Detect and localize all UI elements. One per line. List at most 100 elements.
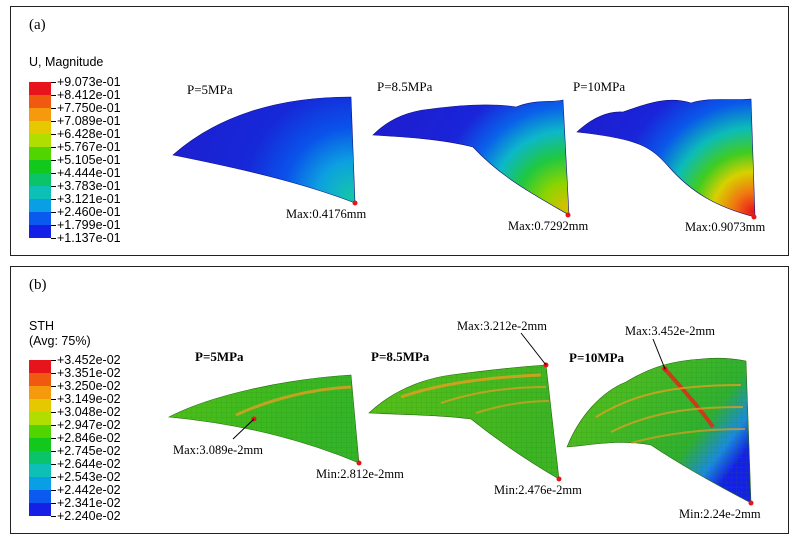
legend-value-label: +3.048e-02	[57, 405, 121, 419]
legend-color-swatch	[29, 186, 51, 199]
legend-value-label: +7.089e-01	[57, 114, 121, 128]
legend-color-swatch	[29, 121, 51, 134]
legend-color-swatch	[29, 199, 51, 212]
legend-color-swatch	[29, 134, 51, 147]
legend-tick	[51, 225, 56, 226]
legend-color-swatch	[29, 503, 51, 516]
legend-tick	[51, 516, 56, 517]
min-annotation: Min:2.24e-2mm	[679, 507, 761, 521]
legend-color-swatch	[29, 360, 51, 373]
legend-tick	[51, 451, 56, 452]
legend-tick	[51, 134, 56, 135]
legend-tick	[51, 373, 56, 374]
max-annotation: Max:0.4176mm	[286, 207, 367, 221]
legend-color-swatch	[29, 160, 51, 173]
pressure-label: P=5MPa	[187, 82, 233, 97]
legend-tick	[51, 386, 56, 387]
legend-color-swatch	[29, 373, 51, 386]
legend-tick	[51, 464, 56, 465]
legend-value-label: +2.846e-02	[57, 431, 121, 445]
legend-value-label: +5.767e-01	[57, 140, 121, 154]
panel-a-contour-plots	[172, 96, 757, 220]
min-point-marker	[748, 500, 754, 506]
legend-tick	[51, 199, 56, 200]
legend-color-swatch	[29, 490, 51, 503]
legend-color-swatch	[29, 147, 51, 160]
legend-value-label: +3.351e-02	[57, 366, 121, 380]
min-annotation: Min:2.476e-2mm	[494, 483, 582, 497]
pressure-label: P=10MPa	[573, 79, 626, 94]
model-a-10mpa	[576, 98, 757, 220]
pressure-label: P=8.5MPa	[377, 79, 433, 94]
legend-color-swatch	[29, 212, 51, 225]
max-annotation: Max:0.9073mm	[685, 220, 766, 234]
legend-color-swatch	[29, 451, 51, 464]
legend-tick	[51, 212, 56, 213]
legend-tick	[51, 425, 56, 426]
panel-b-legend-title: STH (Avg: 75%)	[29, 319, 91, 348]
panel-b-contour-plots	[167, 332, 754, 506]
legend-value-label: +2.442e-02	[57, 483, 121, 497]
legend-value-label: +1.137e-01	[57, 231, 121, 245]
legend-tick	[51, 238, 56, 239]
legend-tick	[51, 160, 56, 161]
max-leader-line	[652, 338, 666, 370]
legend-color-swatch	[29, 225, 51, 238]
legend-value-label: +3.783e-01	[57, 179, 121, 193]
legend-value-label: +4.444e-01	[57, 166, 121, 180]
legend-color-swatch	[29, 438, 51, 451]
panel-b-label: (b)	[29, 277, 47, 293]
legend-color-swatch	[29, 464, 51, 477]
model-b-5mpa	[167, 374, 362, 466]
legend-value-label: +2.240e-02	[57, 509, 121, 523]
legend-tick	[51, 477, 56, 478]
model-a-8-5mpa	[372, 99, 571, 218]
legend-value-label: +7.750e-01	[57, 101, 121, 115]
panel-a-label: (a)	[29, 17, 46, 33]
legend-value-label: +2.341e-02	[57, 496, 121, 510]
pressure-label: P=10MPa	[569, 350, 625, 365]
pressure-label: P=5MPa	[195, 349, 244, 364]
legend-tick	[51, 360, 56, 361]
legend-value-label: +3.121e-01	[57, 192, 121, 206]
legend-tick	[51, 173, 56, 174]
panel-a-legend-title: U, Magnitude	[29, 55, 104, 69]
legend-tick	[51, 95, 56, 96]
legend-value-label: +2.460e-01	[57, 205, 121, 219]
model-a-5mpa	[172, 96, 358, 206]
legend-tick	[51, 503, 56, 504]
legend-tick	[51, 82, 56, 83]
legend-tick	[51, 490, 56, 491]
max-point-marker	[565, 212, 571, 218]
legend-value-label: +3.452e-02	[57, 353, 121, 367]
model-b-10mpa	[566, 338, 754, 506]
legend-value-label: +9.073e-01	[57, 75, 121, 89]
legend-value-label: +1.799e-01	[57, 218, 121, 232]
max-leader-line	[520, 332, 547, 366]
legend-tick	[51, 438, 56, 439]
legend-value-label: +3.250e-02	[57, 379, 121, 393]
max-annotation: Max:3.452e-2mm	[625, 324, 715, 338]
legend-color-swatch	[29, 386, 51, 399]
min-annotation: Min:2.812e-2mm	[316, 467, 404, 481]
legend-color-swatch	[29, 108, 51, 121]
legend-value-label: +3.149e-02	[57, 392, 121, 406]
legend-tick	[51, 121, 56, 122]
legend-value-label: +6.428e-01	[57, 127, 121, 141]
legend-color-swatch	[29, 425, 51, 438]
legend-color-swatch	[29, 173, 51, 186]
legend-value-label: +2.947e-02	[57, 418, 121, 432]
model-b-8-5mpa	[368, 332, 562, 482]
legend-value-label: +5.105e-01	[57, 153, 121, 167]
min-point-marker	[556, 476, 562, 482]
legend-value-label: +2.745e-02	[57, 444, 121, 458]
legend-color-swatch	[29, 477, 51, 490]
min-point-marker	[356, 460, 362, 466]
pressure-label: P=8.5MPa	[371, 349, 430, 364]
legend-color-swatch	[29, 399, 51, 412]
max-leader-line	[232, 418, 255, 440]
max-point-marker	[352, 200, 358, 206]
max-point-marker	[751, 214, 757, 220]
max-annotation: Max:3.089e-2mm	[173, 443, 263, 457]
panel-b-thickness: (b) STH (Avg: 75%) +3.452e-02 +3.351e-02 +…	[10, 266, 789, 534]
